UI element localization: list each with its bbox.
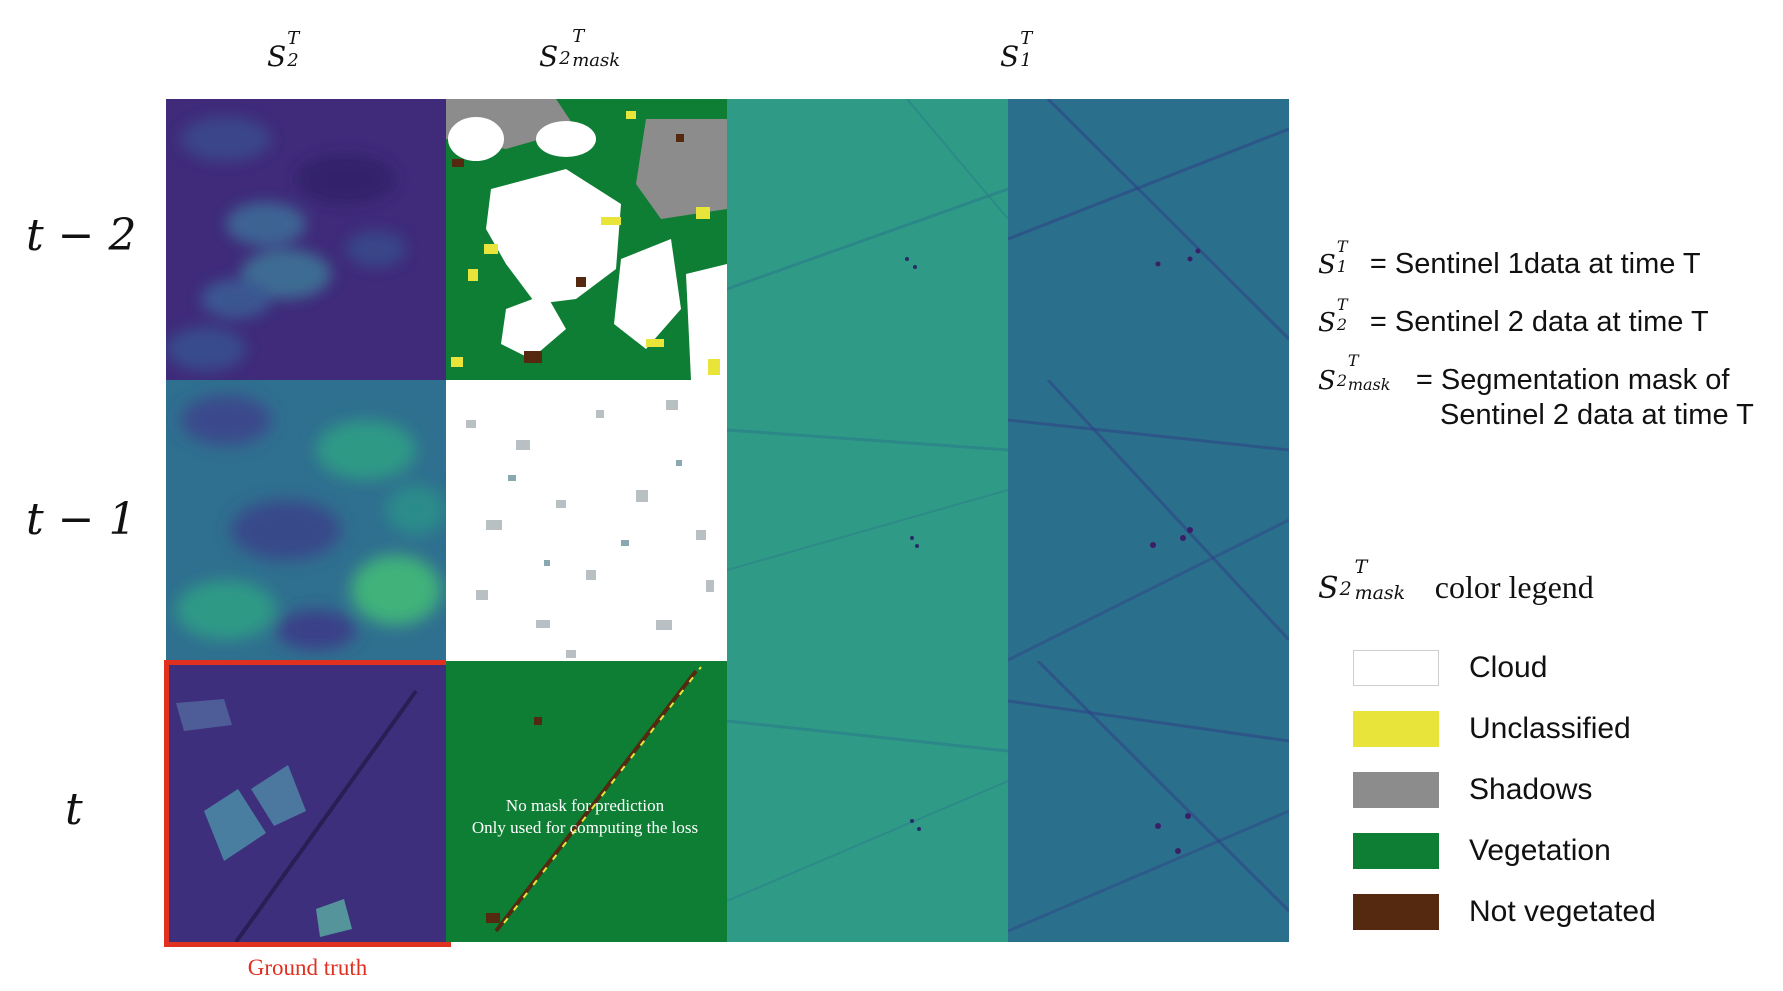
s1-vv-tile-t-minus-1: [727, 380, 1008, 661]
s1-vh-tile-t: [1008, 661, 1289, 942]
s1-vh-tile-t-minus-2: [1008, 99, 1289, 380]
s2-tile-t-ground-truth: [166, 661, 447, 942]
mask-tile-t-minus-1: [446, 380, 727, 661]
s2-tile-t-minus-1: [166, 380, 447, 661]
mask-tile-t: [446, 661, 727, 942]
legend-swatch-vegetation: [1353, 833, 1439, 869]
row-label-t: t: [65, 784, 83, 835]
s2-tile-t-minus-2: [166, 99, 447, 380]
ground-truth-label: Ground truth: [247, 955, 368, 980]
mask-note: No mask for prediction Only used for com…: [471, 796, 699, 837]
legend-swatch-shadows: [1353, 772, 1439, 808]
mask-tile-t-minus-2: [446, 99, 727, 380]
row-label-t-minus-2: t − 2: [26, 210, 137, 261]
legend-swatch-cloud: [1353, 650, 1439, 686]
legend-swatch-unclassified: [1353, 711, 1439, 747]
legend-swatch-not-vegetated: [1353, 894, 1439, 930]
s1-vv-tile-t: [727, 661, 1008, 942]
s1-vv-tile-t-minus-2: [727, 99, 1008, 380]
row-label-t-minus-1: t − 1: [26, 494, 137, 545]
s1-vh-tile-t-minus-1: [1008, 380, 1289, 661]
